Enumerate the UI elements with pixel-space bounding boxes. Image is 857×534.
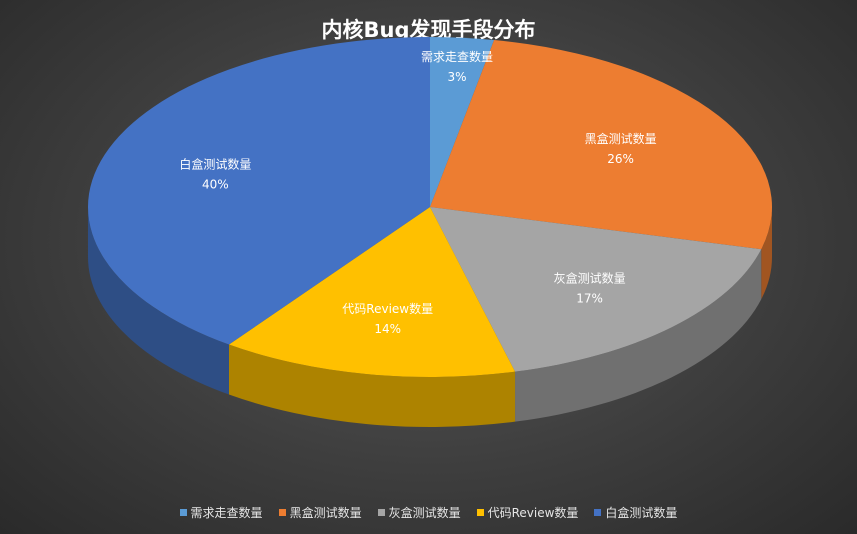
legend-swatch-4: [594, 509, 602, 516]
slice-value-4: 40%: [202, 177, 229, 191]
legend-label-2: 灰盒测试数量: [388, 506, 461, 520]
legend: 需求走查数量 黑盒测试数量 灰盒测试数量 代码Review数量 白盒测试数量: [0, 504, 857, 521]
pie-side-1: [761, 207, 772, 300]
slice-label-3: 代码Review数量: [342, 301, 433, 316]
legend-label-1: 黑盒测试数量: [289, 506, 362, 520]
pie-top: [87, 37, 772, 377]
slice-value-3: 14%: [374, 322, 401, 336]
pie-slice-4: [87, 37, 430, 345]
pie-side-3: [228, 344, 516, 427]
legend-item-0: 需求走查数量: [179, 504, 263, 521]
data-labels: 需求走查数量 3% 黑盒测试数量 26% 灰盒测试数量 17% 代码Review数量 14% 白…: [179, 49, 656, 336]
legend-swatch-3: [476, 509, 484, 516]
pie-side-4: [88, 207, 229, 395]
pie-slice-0: [430, 37, 495, 207]
slice-value-0: 3%: [448, 70, 467, 84]
pie-slice-1: [430, 40, 772, 250]
pie-slice-3: [228, 207, 516, 377]
slice-label-4: 白盒测试数量: [179, 156, 251, 171]
slice-label-2: 灰盒测试数量: [554, 270, 626, 285]
legend-item-3: 代码Review数量: [476, 504, 579, 521]
legend-swatch-1: [278, 509, 286, 516]
slice-value-2: 17%: [576, 291, 603, 305]
pie-side-2: [515, 249, 762, 422]
legend-item-4: 白盒测试数量: [594, 504, 677, 521]
pie-slice-2: [430, 207, 762, 372]
legend-swatch-0: [179, 509, 187, 516]
legend-swatch-2: [377, 509, 385, 516]
legend-item-1: 黑盒测试数量: [278, 504, 362, 521]
legend-label-3: 代码Review数量: [487, 506, 579, 520]
legend-label-4: 白盒测试数量: [605, 506, 678, 520]
pie-side: [88, 207, 772, 427]
legend-item-2: 灰盒测试数量: [377, 504, 461, 521]
slice-value-1: 26%: [607, 152, 634, 166]
slice-label-1: 黑盒测试数量: [585, 131, 657, 146]
legend-label-0: 需求走查数量: [190, 506, 263, 520]
slice-label-0: 需求走查数量: [421, 49, 493, 64]
